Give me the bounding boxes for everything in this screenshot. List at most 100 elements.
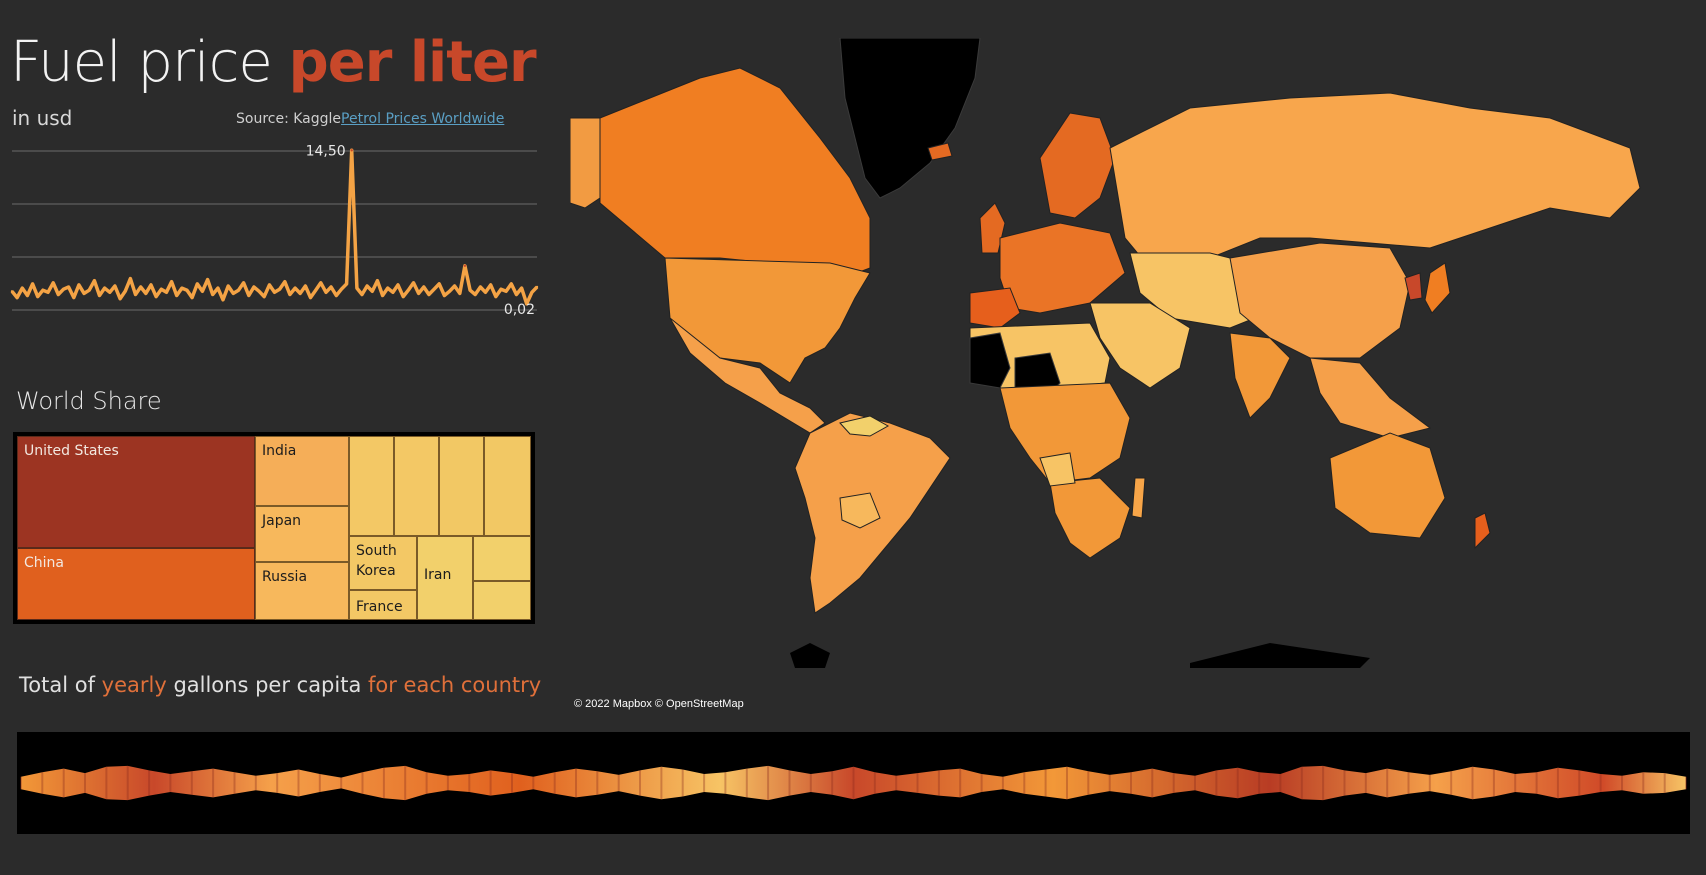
price-point[interactable] (438, 282, 441, 286)
price-point[interactable] (216, 286, 220, 290)
price-point[interactable] (62, 288, 65, 291)
price-point[interactable] (365, 284, 369, 288)
price-point[interactable] (124, 290, 127, 293)
mexico[interactable] (669, 317, 826, 434)
price-point[interactable] (268, 283, 271, 287)
price-point[interactable] (88, 289, 91, 292)
price-point[interactable] (129, 277, 132, 280)
treemap-cell[interactable] (473, 536, 531, 581)
price-point[interactable] (108, 291, 112, 294)
bolivia[interactable] (839, 492, 881, 529)
price-point[interactable] (67, 285, 70, 289)
price-point[interactable] (319, 281, 322, 284)
price-point[interactable] (57, 293, 60, 296)
price-point[interactable] (72, 296, 75, 299)
price-point[interactable] (257, 290, 261, 293)
price-point[interactable] (484, 291, 487, 294)
madagascar[interactable] (1131, 477, 1146, 519)
price-point[interactable] (77, 283, 81, 287)
price-point[interactable] (118, 297, 122, 300)
price-point[interactable] (510, 282, 513, 286)
treemap-cell-india[interactable]: India (255, 436, 349, 506)
price-point[interactable] (26, 294, 29, 297)
treemap-cell-france[interactable]: France (349, 590, 417, 620)
price-point[interactable] (453, 284, 456, 288)
price-point[interactable] (376, 279, 379, 282)
price-point[interactable] (525, 302, 528, 305)
price-point[interactable] (314, 289, 317, 292)
treemap-cell-iran[interactable]: Iran (417, 536, 473, 620)
price-point[interactable] (103, 286, 106, 290)
price-point[interactable] (21, 286, 24, 290)
middle-east[interactable] (1089, 302, 1191, 389)
treemap-cell[interactable] (349, 436, 394, 536)
japan[interactable] (1424, 262, 1451, 314)
price-point[interactable] (144, 292, 147, 295)
price-point[interactable] (227, 284, 230, 288)
price-point[interactable] (422, 285, 425, 289)
price-point[interactable] (386, 286, 389, 290)
price-point[interactable] (458, 292, 461, 295)
price-point[interactable] (113, 284, 117, 288)
price-point[interactable] (185, 289, 189, 292)
price-point[interactable] (232, 292, 235, 295)
price-point[interactable] (448, 290, 451, 293)
sahel[interactable] (969, 332, 1011, 389)
price-point[interactable] (263, 295, 266, 298)
price-point[interactable] (206, 278, 209, 281)
price-point[interactable] (391, 291, 395, 294)
price-point[interactable] (288, 293, 292, 296)
price-point[interactable] (402, 295, 405, 298)
india[interactable] (1229, 332, 1291, 419)
iceland[interactable] (927, 142, 953, 161)
treemap-cell-united-states[interactable]: United States (17, 436, 255, 548)
scandinavia[interactable] (1039, 112, 1116, 219)
price-point[interactable] (443, 294, 446, 297)
price-point[interactable] (355, 286, 359, 290)
australia[interactable] (1329, 432, 1446, 539)
price-point[interactable] (278, 288, 281, 291)
price-point[interactable] (499, 288, 503, 291)
price-point[interactable] (10, 290, 14, 293)
price-point[interactable] (237, 289, 240, 292)
price-point[interactable] (283, 280, 286, 283)
price-point[interactable] (211, 293, 214, 296)
price-point[interactable] (36, 295, 39, 298)
treemap-cell-russia[interactable]: Russia (255, 562, 349, 620)
price-point[interactable] (412, 281, 415, 284)
price-point[interactable] (98, 294, 101, 297)
price-point[interactable] (242, 281, 245, 284)
treemap-cell-china[interactable]: China (17, 548, 255, 620)
treemap-cell-south-korea[interactable]: South Korea (349, 536, 417, 590)
treemap-cell-japan[interactable]: Japan (255, 506, 349, 562)
price-point[interactable] (252, 285, 256, 289)
new-zealand[interactable] (1474, 512, 1491, 550)
price-point[interactable] (134, 293, 137, 296)
price-point[interactable] (489, 283, 492, 287)
price-point[interactable] (324, 291, 328, 294)
price-point[interactable] (340, 288, 343, 291)
price-point[interactable] (165, 291, 168, 294)
price-point[interactable] (520, 286, 523, 290)
price-point[interactable] (494, 295, 497, 298)
price-point[interactable] (427, 293, 431, 296)
treemap-cell[interactable] (394, 436, 439, 536)
price-point[interactable] (530, 291, 534, 294)
price-point[interactable] (335, 294, 338, 297)
price-point[interactable] (417, 292, 420, 295)
southeast-asia[interactable] (1309, 357, 1432, 439)
price-point[interactable] (396, 283, 400, 287)
price-point[interactable] (299, 292, 302, 295)
price-point[interactable] (247, 294, 250, 297)
world-map[interactable] (570, 38, 1688, 715)
price-point[interactable] (46, 291, 50, 294)
greenland[interactable] (839, 38, 981, 199)
price-point[interactable] (371, 290, 374, 293)
spain[interactable] (969, 287, 1021, 329)
price-point[interactable] (93, 279, 96, 282)
price-point[interactable] (350, 149, 353, 152)
price-point[interactable] (221, 298, 225, 301)
price-point[interactable] (170, 280, 173, 283)
price-point[interactable] (175, 294, 178, 297)
price-point[interactable] (273, 291, 276, 294)
